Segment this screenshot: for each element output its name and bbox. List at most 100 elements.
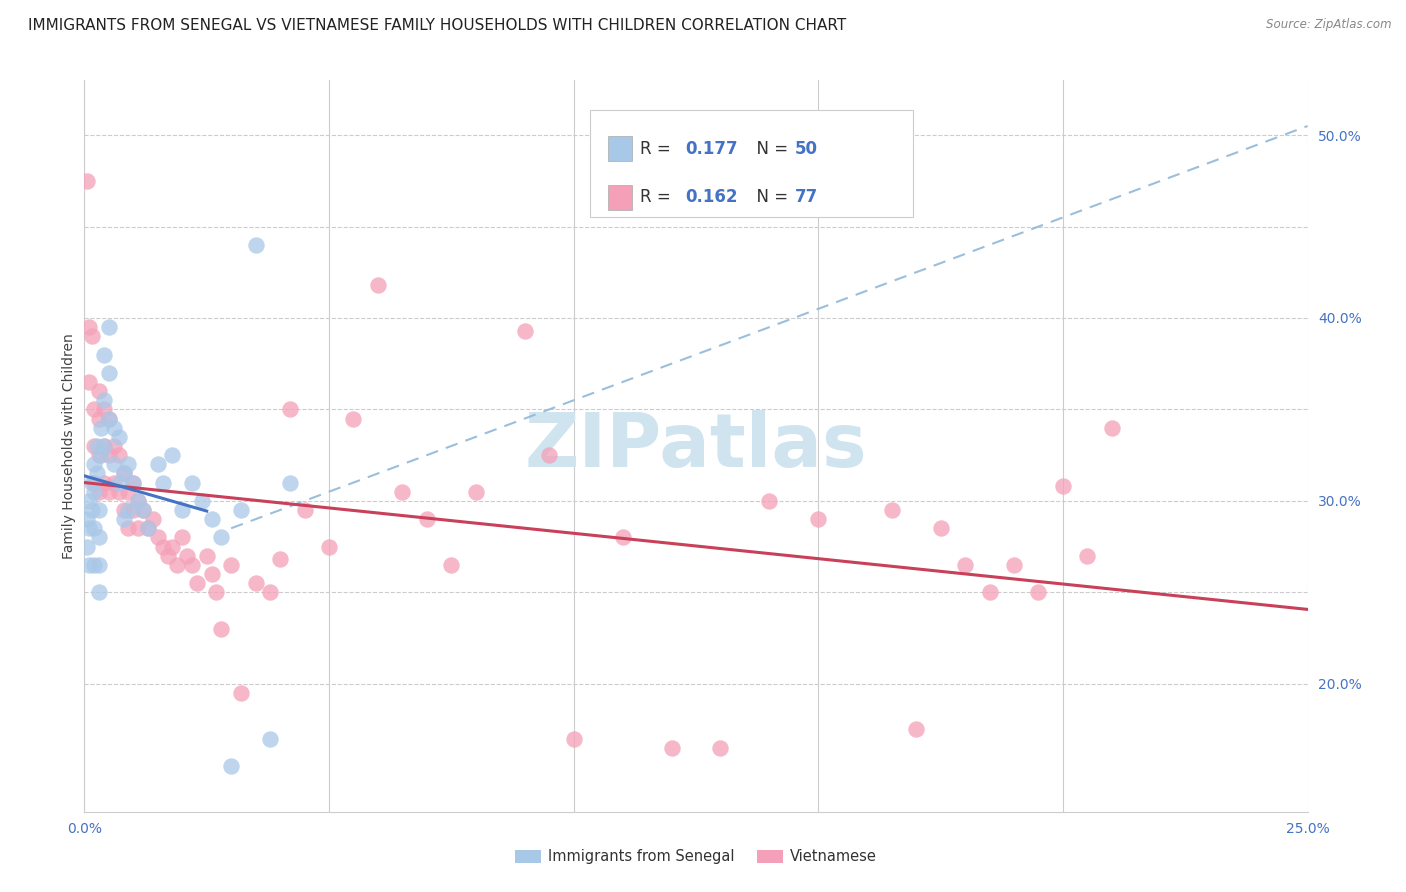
Point — [136, 521, 159, 535]
Point — [181, 475, 204, 490]
Point — [416, 512, 439, 526]
Point — [162, 448, 184, 462]
Point — [87, 411, 110, 425]
Point — [245, 576, 267, 591]
Point — [513, 324, 536, 338]
Point — [77, 375, 100, 389]
Point — [259, 731, 281, 746]
Point — [97, 366, 120, 380]
Point — [278, 475, 301, 490]
Point — [107, 475, 129, 490]
Point — [318, 540, 340, 554]
Point — [122, 475, 145, 490]
Point — [127, 494, 149, 508]
Point — [87, 484, 110, 499]
Point — [97, 320, 120, 334]
Point — [367, 278, 389, 293]
Point — [156, 549, 179, 563]
Text: N =: N = — [747, 140, 793, 158]
Point — [709, 740, 731, 755]
Point — [562, 731, 585, 746]
Point — [76, 512, 98, 526]
Point — [86, 467, 108, 481]
Point — [259, 585, 281, 599]
Point — [979, 585, 1001, 599]
Point — [83, 558, 105, 572]
Point — [538, 448, 561, 462]
Point — [953, 558, 976, 572]
Point — [83, 475, 105, 490]
Text: IMMIGRANTS FROM SENEGAL VS VIETNAMESE FAMILY HOUSEHOLDS WITH CHILDREN CORRELATIO: IMMIGRANTS FROM SENEGAL VS VIETNAMESE FA… — [28, 18, 846, 33]
Point — [219, 759, 242, 773]
Point — [83, 521, 105, 535]
Point — [440, 558, 463, 572]
Point — [200, 512, 222, 526]
Text: 77: 77 — [796, 188, 818, 206]
Point — [117, 521, 139, 535]
Point — [807, 512, 830, 526]
Point — [612, 530, 634, 544]
Point — [112, 503, 135, 517]
Legend: Immigrants from Senegal, Vietnamese: Immigrants from Senegal, Vietnamese — [509, 844, 883, 871]
Point — [132, 503, 155, 517]
Point — [83, 402, 105, 417]
Point — [107, 430, 129, 444]
Point — [87, 448, 110, 462]
Point — [87, 585, 110, 599]
Point — [77, 494, 100, 508]
Point — [181, 558, 204, 572]
Point — [278, 402, 301, 417]
Point — [294, 503, 316, 517]
Point — [136, 521, 159, 535]
Point — [127, 494, 149, 508]
Point — [758, 494, 780, 508]
Point — [142, 512, 165, 526]
Point — [661, 740, 683, 755]
Point — [103, 439, 125, 453]
Point — [87, 503, 110, 517]
Point — [176, 549, 198, 563]
Point — [87, 558, 110, 572]
Point — [97, 448, 120, 462]
Point — [112, 467, 135, 481]
Point — [200, 567, 222, 582]
Point — [83, 484, 105, 499]
Point — [112, 512, 135, 526]
Point — [269, 552, 291, 566]
Point — [1076, 549, 1098, 563]
Point — [117, 484, 139, 499]
Text: R =: R = — [641, 188, 676, 206]
Point — [132, 503, 155, 517]
Text: N =: N = — [747, 188, 793, 206]
Point — [195, 549, 218, 563]
Point — [186, 576, 208, 591]
Point — [880, 503, 903, 517]
Point — [152, 540, 174, 554]
Point — [97, 484, 120, 499]
Point — [87, 530, 110, 544]
Point — [93, 402, 115, 417]
Point — [76, 540, 98, 554]
Point — [146, 530, 169, 544]
Point — [80, 329, 103, 343]
Point — [122, 503, 145, 517]
Point — [127, 521, 149, 535]
Point — [80, 503, 103, 517]
Point — [87, 384, 110, 398]
Point — [166, 558, 188, 572]
Point — [1052, 479, 1074, 493]
Point — [229, 686, 252, 700]
Point — [93, 393, 115, 408]
Point — [117, 503, 139, 517]
Point — [117, 457, 139, 471]
Point — [83, 439, 105, 453]
Point — [342, 411, 364, 425]
Text: 0.162: 0.162 — [686, 188, 738, 206]
Text: 50: 50 — [796, 140, 818, 158]
Point — [93, 439, 115, 453]
Point — [1028, 585, 1050, 599]
Text: ZIPatlas: ZIPatlas — [524, 409, 868, 483]
Point — [245, 238, 267, 252]
Point — [229, 503, 252, 517]
Text: R =: R = — [641, 140, 676, 158]
